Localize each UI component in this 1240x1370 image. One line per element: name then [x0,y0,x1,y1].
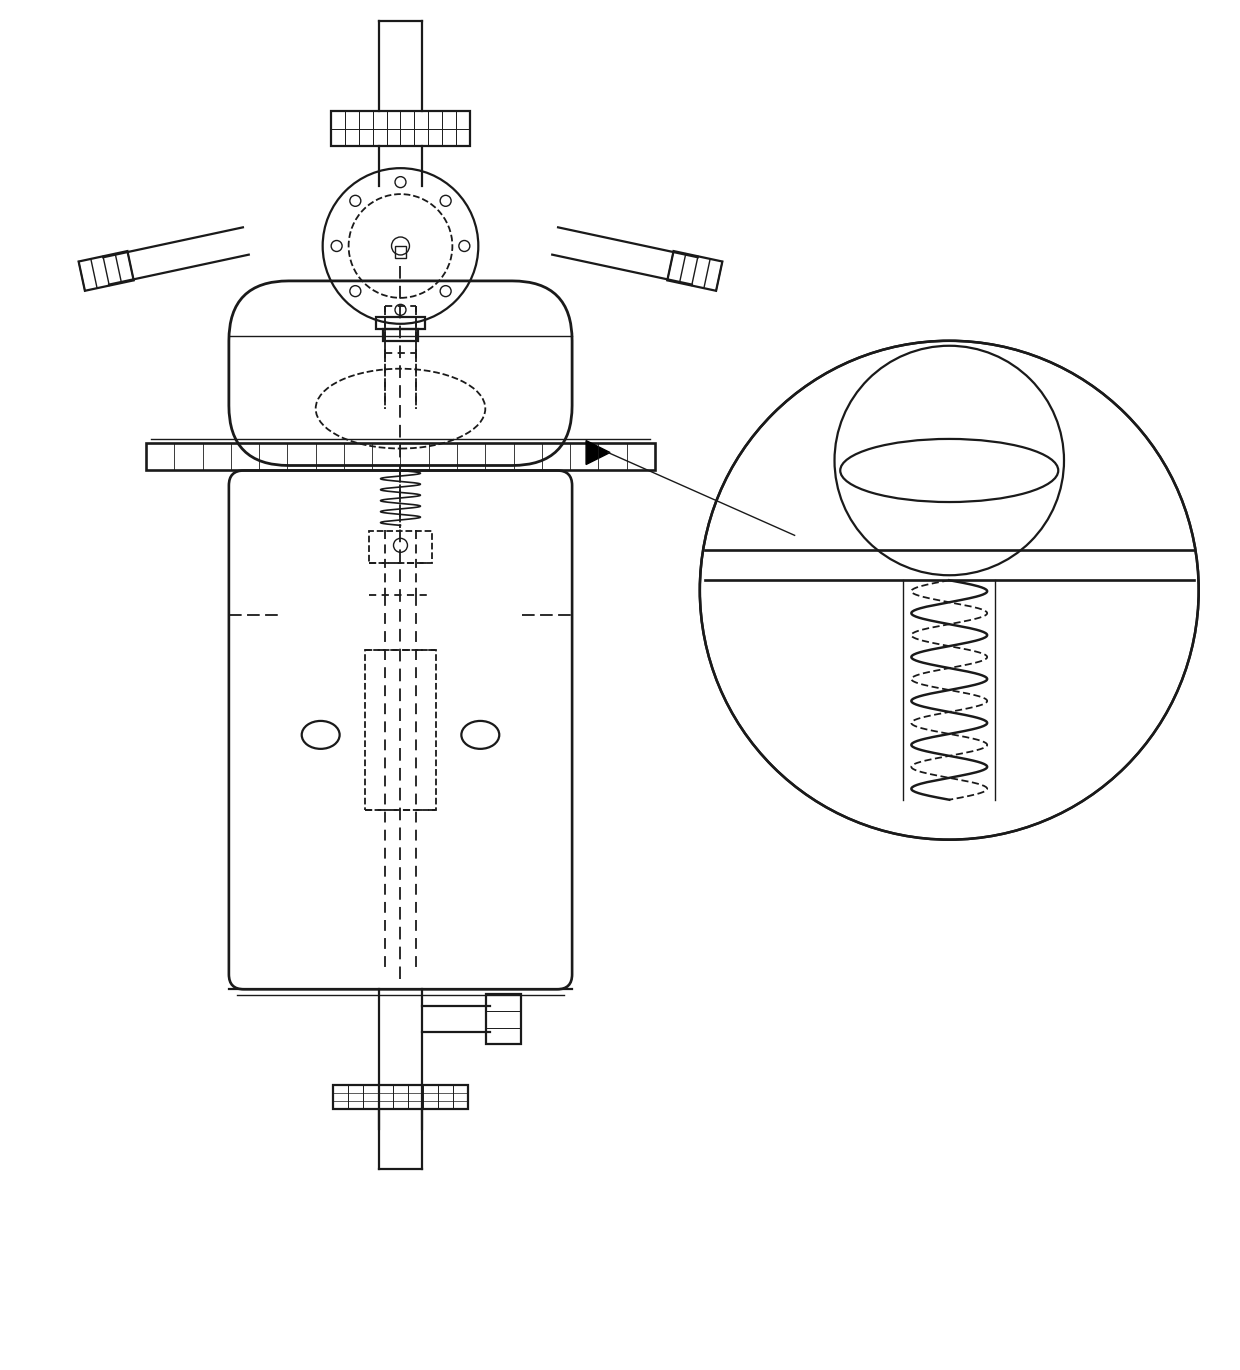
Bar [486,995,521,1044]
Bar [382,329,418,341]
Bar [334,1085,467,1110]
Bar [146,443,655,470]
Polygon shape [587,441,610,464]
Bar [394,247,407,258]
Bar [376,316,425,329]
Bar [331,111,470,147]
Bar [368,532,433,563]
Bar [365,651,436,810]
